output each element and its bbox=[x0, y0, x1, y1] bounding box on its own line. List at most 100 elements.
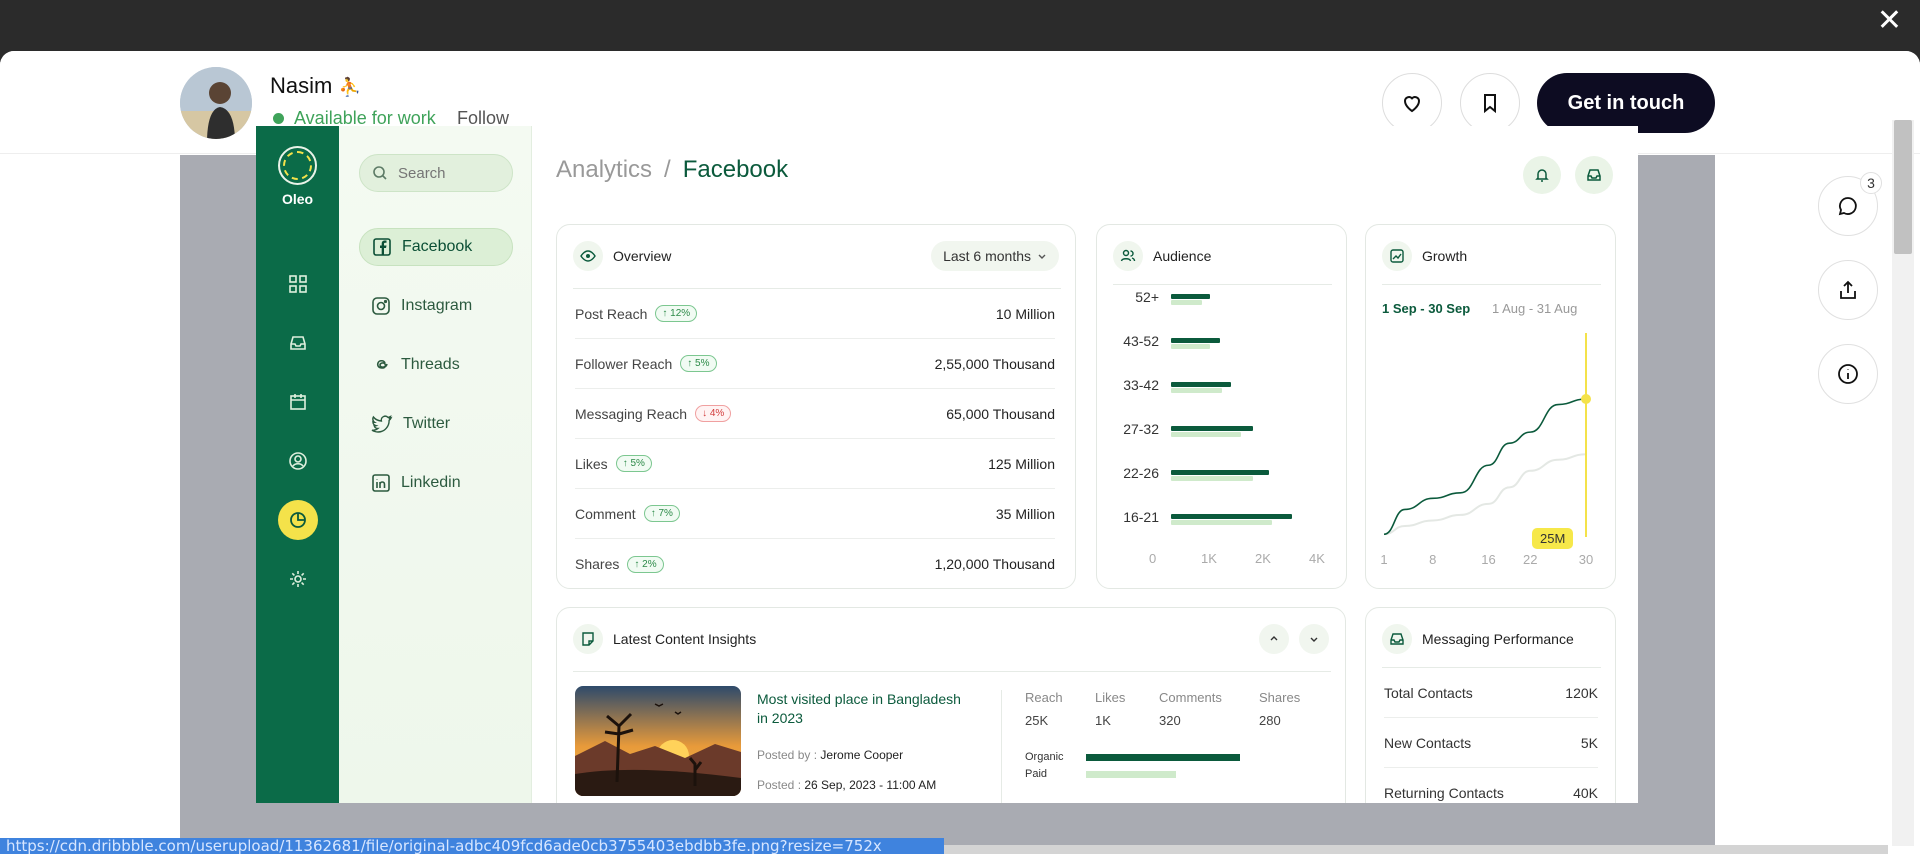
availability-text: Available for work bbox=[294, 108, 436, 128]
metric-label: Reach bbox=[1025, 690, 1063, 705]
breadcrumb-separator: / bbox=[664, 156, 671, 183]
change-badge: ↓ 4% bbox=[695, 405, 732, 422]
messaging-row-label: Returning Contacts bbox=[1384, 784, 1504, 801]
posted-on-label: Posted : bbox=[757, 778, 802, 792]
metric-name: Likes bbox=[575, 455, 608, 472]
divider bbox=[1382, 284, 1601, 285]
nav-label-threads: Threads bbox=[401, 356, 460, 373]
change-value: 5% bbox=[630, 458, 645, 469]
runner-emoji: ⛹ bbox=[338, 77, 361, 97]
audience-age-label: 16-21 bbox=[1123, 509, 1159, 525]
designer-name-text: Nasim bbox=[270, 73, 333, 98]
audience-bar-compare bbox=[1171, 344, 1210, 349]
posted-by: Posted by : Jerome Cooper bbox=[757, 748, 903, 762]
breadcrumb-current: Facebook bbox=[682, 156, 789, 183]
audience-bar-compare bbox=[1171, 432, 1242, 437]
growth-range-compare[interactable]: 1 Aug - 31 Aug bbox=[1492, 301, 1578, 316]
comment-icon bbox=[1838, 197, 1857, 216]
like-button[interactable] bbox=[1382, 73, 1442, 133]
logo-icon bbox=[278, 146, 317, 185]
chevron-up-icon bbox=[1270, 636, 1278, 641]
save-button[interactable] bbox=[1460, 73, 1520, 133]
vertical-scrollbar[interactable] bbox=[1892, 120, 1914, 846]
linkedin-icon bbox=[372, 474, 390, 492]
calendar-icon[interactable] bbox=[278, 382, 318, 422]
breadcrumb-parent[interactable]: Analytics bbox=[556, 156, 653, 183]
vertical-scrollbar-thumb[interactable] bbox=[1894, 120, 1912, 254]
icon-rail: Oleo bbox=[256, 126, 339, 803]
message-tray-icon bbox=[1382, 624, 1412, 654]
growth-line bbox=[1383, 398, 1587, 536]
nav-item-linkedin[interactable]: Linkedin bbox=[359, 464, 513, 502]
change-value: 2% bbox=[642, 558, 657, 570]
user-icon[interactable] bbox=[278, 441, 318, 481]
overview-row-value: 125 Million bbox=[988, 455, 1055, 472]
dashboard-icon[interactable] bbox=[278, 264, 318, 304]
breadcrumb: Analytics / Facebook bbox=[556, 156, 788, 184]
info-button[interactable] bbox=[1818, 344, 1878, 404]
get-in-touch-button[interactable]: Get in touch bbox=[1537, 73, 1715, 133]
inbox-icon[interactable] bbox=[278, 323, 318, 363]
nav-item-instagram[interactable]: Instagram bbox=[359, 287, 513, 325]
eye-icon bbox=[573, 241, 603, 271]
nav-item-threads[interactable]: Threads bbox=[359, 346, 513, 384]
audience-title-text: Audience bbox=[1153, 248, 1212, 264]
analytics-icon[interactable] bbox=[278, 500, 318, 540]
divider bbox=[1001, 690, 1002, 803]
nav-item-twitter[interactable]: Twitter bbox=[359, 405, 513, 443]
post-thumbnail[interactable] bbox=[575, 686, 741, 796]
chevron-down-icon bbox=[1038, 254, 1046, 259]
overview-row: Messaging Reach ↓ 4% 65,000 Thousand bbox=[575, 389, 1055, 439]
brand-name: Oleo bbox=[281, 191, 314, 207]
metric-value: 25K bbox=[1025, 713, 1049, 728]
metric-value: 280 bbox=[1259, 713, 1281, 728]
modal-header: Nasim ⛹ Available for work Follow Get in… bbox=[0, 51, 1920, 154]
avatar[interactable] bbox=[180, 67, 252, 139]
paid-label: Paid bbox=[1025, 768, 1048, 780]
collapse-button[interactable] bbox=[1259, 624, 1289, 654]
chevron-down-icon bbox=[1310, 637, 1318, 642]
overview-row-label: Messaging Reach ↓ 4% bbox=[575, 405, 732, 422]
paid-bar bbox=[1086, 771, 1176, 778]
period-select[interactable]: Last 6 months bbox=[931, 241, 1059, 271]
share-button[interactable] bbox=[1818, 260, 1878, 320]
metric-label: Shares bbox=[1259, 690, 1301, 705]
change-badge: ↑ 2% bbox=[627, 555, 664, 573]
close-icon[interactable]: ✕ bbox=[1876, 3, 1902, 38]
period-select-value: Last 6 months bbox=[943, 248, 1031, 264]
growth-highlight-point[interactable] bbox=[1581, 394, 1591, 404]
designer-name[interactable]: Nasim ⛹ bbox=[270, 73, 361, 99]
nav-item-facebook[interactable]: Facebook bbox=[359, 228, 513, 266]
twitter-icon bbox=[371, 415, 393, 433]
growth-line-compare bbox=[1383, 453, 1587, 536]
audience-x-tick: 4K bbox=[1309, 551, 1325, 566]
gear-icon[interactable] bbox=[278, 559, 318, 599]
audience-bar-compare bbox=[1171, 520, 1273, 525]
arrow-up-icon: ↑ bbox=[687, 358, 696, 369]
post-title[interactable]: Most visited place in Bangladesh in 2023 bbox=[757, 691, 961, 726]
notification-button[interactable] bbox=[1523, 156, 1561, 194]
arrow-up-icon: ↑ bbox=[622, 458, 631, 469]
search-box[interactable] bbox=[359, 154, 513, 192]
expand-button[interactable] bbox=[1299, 624, 1329, 654]
overview-row: Post Reach ↑ 12% 10 Million bbox=[575, 289, 1055, 339]
inbox-button[interactable] bbox=[1575, 156, 1613, 194]
horizontal-scrollbar[interactable] bbox=[940, 845, 1888, 854]
search-input[interactable] bbox=[398, 164, 498, 182]
metric-name: Comment bbox=[575, 505, 636, 522]
messaging-row: New Contacts 5K bbox=[1384, 718, 1598, 768]
growth-range-active[interactable]: 1 Sep - 30 Sep bbox=[1382, 301, 1471, 316]
change-badge: ↑ 7% bbox=[643, 505, 680, 522]
divider bbox=[1382, 667, 1601, 668]
metric-comments: Comments 320 bbox=[1159, 690, 1222, 728]
facebook-icon bbox=[373, 238, 391, 256]
audience-age-label: 33-42 bbox=[1123, 377, 1159, 393]
metric-name: Post Reach bbox=[575, 305, 648, 322]
follow-link[interactable]: Follow bbox=[457, 108, 510, 128]
overview-title-text: Overview bbox=[613, 248, 672, 264]
status-dot bbox=[273, 113, 284, 124]
metric-name: Messaging Reach bbox=[575, 405, 688, 422]
overview-row: Likes ↑ 5% 125 Million bbox=[575, 439, 1055, 489]
author-name: Jerome Cooper bbox=[820, 748, 904, 762]
